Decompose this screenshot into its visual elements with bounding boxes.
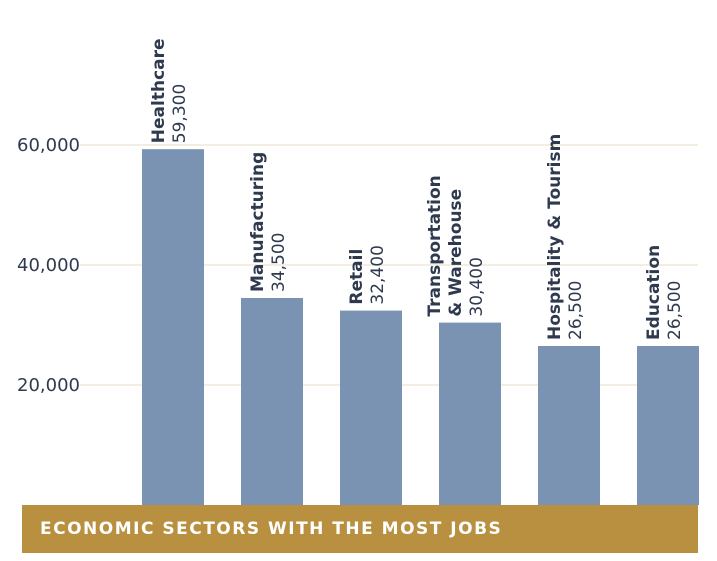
category-label: Retail — [347, 249, 367, 305]
bar-labels: Healthcare 59,300 Manufacturing 34,500 Retai… — [149, 38, 685, 340]
bar — [142, 149, 204, 505]
bar — [637, 346, 699, 505]
bar — [439, 322, 501, 505]
bar — [538, 346, 600, 505]
data-label: 59,300 — [170, 84, 190, 143]
y-axis-ticks: 20,000 40,000 60,000 — [17, 135, 80, 396]
chart-title: ECONOMIC SECTORS WITH THE MOST JOBS — [40, 519, 503, 539]
category-label: Healthcare — [149, 38, 169, 143]
data-label: 32,400 — [368, 245, 388, 304]
y-tick-label: 40,000 — [17, 255, 80, 276]
data-label: 34,500 — [269, 233, 289, 292]
category-label: & Warehouse — [446, 189, 466, 317]
bars — [142, 149, 699, 505]
category-label: Manufacturing — [248, 152, 268, 292]
data-label: 26,500 — [566, 281, 586, 340]
category-label: Hospitality & Tourism — [545, 134, 565, 340]
chart-title-banner: ECONOMIC SECTORS WITH THE MOST JOBS — [22, 505, 698, 553]
bar — [241, 298, 303, 505]
y-tick-label: 60,000 — [17, 135, 80, 156]
data-label: 30,400 — [467, 257, 487, 316]
y-tick-label: 20,000 — [17, 375, 80, 396]
category-label: Transportation — [425, 175, 445, 316]
category-label: Education — [644, 245, 664, 340]
data-label: 26,500 — [665, 281, 685, 340]
bar — [340, 310, 402, 505]
